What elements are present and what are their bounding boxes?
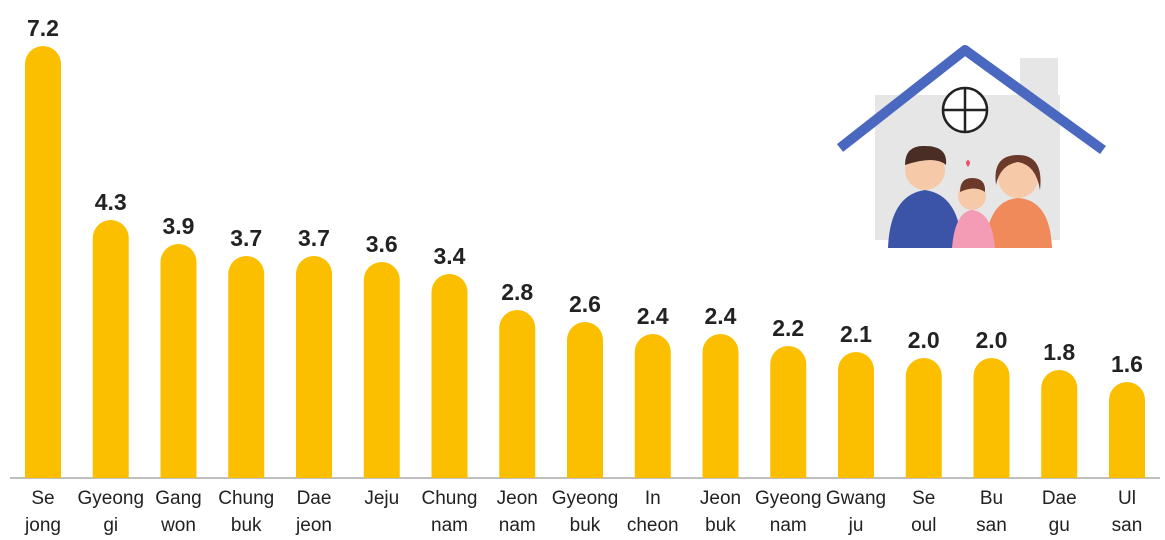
x-tick-label: won	[160, 515, 196, 536]
x-tick-label: Gyeong	[552, 488, 619, 509]
bar	[635, 334, 671, 478]
x-tick-label: Ul	[1118, 488, 1136, 509]
x-tick-label: jong	[24, 515, 61, 536]
value-label: 2.4	[637, 303, 669, 329]
x-tick-label: oul	[911, 515, 936, 536]
x-tick-label: Chung	[218, 488, 274, 509]
bar	[1041, 370, 1077, 478]
bar	[703, 334, 739, 478]
x-tick-label: Gyeong	[755, 488, 822, 509]
bar	[906, 358, 942, 478]
x-tick-label: nam	[431, 515, 468, 536]
x-tick-label: Chung	[422, 488, 478, 509]
value-label: 2.4	[705, 303, 737, 329]
bar	[364, 262, 400, 478]
value-label: 3.7	[230, 225, 262, 251]
bar	[1109, 382, 1145, 478]
x-tick-label: Gwang	[826, 488, 886, 509]
value-label: 3.6	[366, 231, 398, 257]
bar	[432, 274, 468, 478]
value-label: 2.2	[772, 315, 804, 341]
value-label: 3.7	[298, 225, 330, 251]
value-label: 2.0	[976, 327, 1008, 353]
bar	[296, 256, 332, 478]
bar	[974, 358, 1010, 478]
x-tick-label: Gang	[155, 488, 201, 509]
x-tick-label: nam	[499, 515, 536, 536]
x-tick-label: buk	[570, 515, 601, 536]
bar	[499, 310, 535, 478]
value-label: 2.6	[569, 291, 601, 317]
value-label: 2.8	[501, 279, 533, 305]
x-tick-label: Bu	[980, 488, 1003, 509]
value-label: 1.8	[1043, 339, 1075, 365]
bar	[567, 322, 603, 478]
x-tick-label: Dae	[297, 488, 332, 509]
x-tick-label: Jeon	[700, 488, 741, 509]
x-tick-label: ju	[848, 515, 864, 536]
page: {"chart_data": {"type": "bar", "color": …	[0, 0, 1165, 540]
x-tick-label: buk	[231, 515, 262, 536]
value-label: 4.3	[95, 189, 127, 215]
x-tick-label: Se	[31, 488, 54, 509]
x-tick-label: Jeju	[364, 488, 399, 509]
value-label: 3.9	[163, 213, 195, 239]
value-label: 3.4	[434, 243, 466, 269]
bar	[770, 346, 806, 478]
x-tick-label: gi	[103, 515, 118, 536]
x-tick-label: Jeon	[497, 488, 538, 509]
bar	[228, 256, 264, 478]
x-tick-label: jeon	[295, 515, 332, 536]
value-label: 7.2	[27, 15, 59, 41]
x-tick-label: Dae	[1042, 488, 1077, 509]
bar	[838, 352, 874, 478]
x-tick-label: san	[976, 515, 1007, 536]
bar	[25, 46, 61, 478]
bar	[93, 220, 129, 478]
bar	[161, 244, 197, 478]
x-tick-label: Se	[912, 488, 935, 509]
chart: 7.2 Se jong 4.3 Gyeong gi 3.9 Gang won 3.7 Chung bu…	[0, 0, 1165, 540]
x-tick-label: gu	[1049, 515, 1070, 536]
x-tick-label: buk	[705, 515, 736, 536]
value-label: 1.6	[1111, 351, 1143, 377]
x-tick-label: cheon	[627, 515, 679, 536]
value-label: 2.0	[908, 327, 940, 353]
x-tick-label: Gyeong	[77, 488, 144, 509]
x-tick-label: nam	[770, 515, 807, 536]
value-label: 2.1	[840, 321, 872, 347]
x-tick-label: In	[645, 488, 661, 509]
x-tick-label: san	[1112, 515, 1143, 536]
house-illustration	[840, 50, 1103, 248]
